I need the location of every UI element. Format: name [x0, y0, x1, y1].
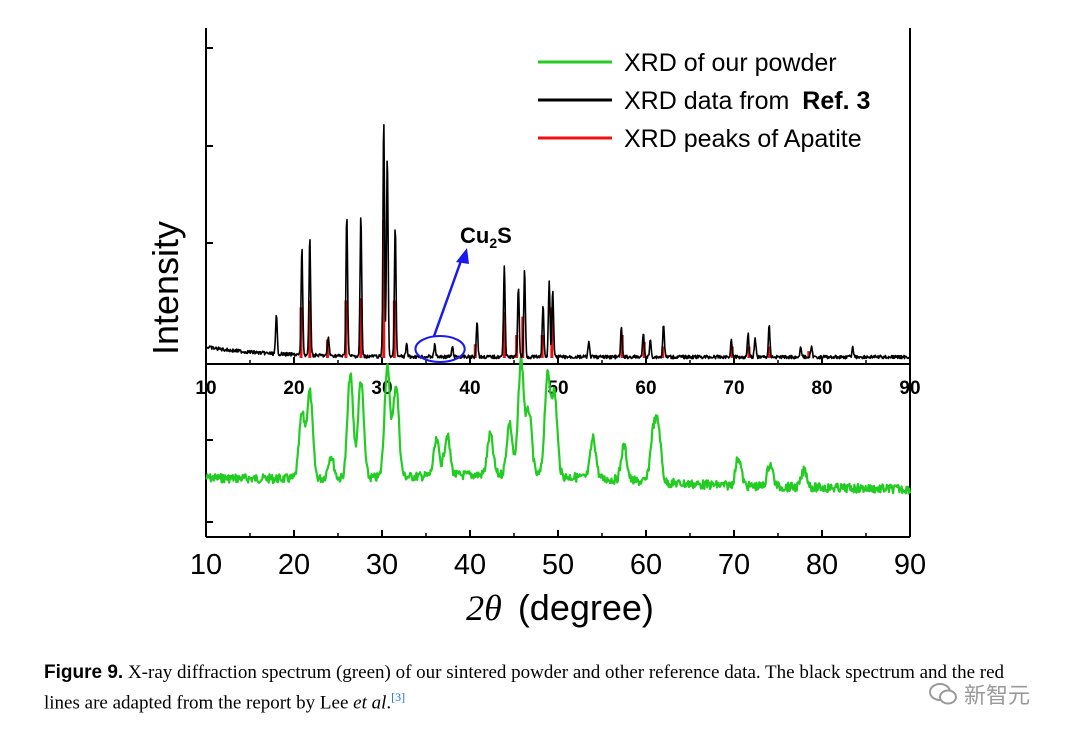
x-axis-label-symbol: 2θ	[466, 588, 502, 628]
mid-x-tick-label-10: 10	[195, 378, 216, 399]
legend-label-0: XRD of our powder	[624, 49, 837, 77]
legend-label-2: XRD peaks of Apatite	[624, 125, 862, 153]
annotation-label-subscript: 2	[489, 235, 497, 251]
cu2s-annotation: Cu2S	[414, 223, 512, 363]
y-axis-label: Intensity	[145, 221, 186, 355]
mid-x-tick-label-20: 20	[283, 378, 304, 399]
caption-ref[interactable]: [3]	[391, 690, 406, 704]
mid-x-tick-label-70: 70	[723, 378, 744, 399]
annotation-ellipse	[414, 335, 466, 363]
x-axis-label-unit: (degree)	[518, 587, 654, 628]
bottom-x-tick-label-50: 50	[542, 549, 574, 581]
plot-lines	[205, 124, 912, 495]
legend-label-1: XRD data from Ref. 3	[624, 87, 870, 115]
bottom-x-tick-label-30: 30	[366, 549, 398, 581]
figure-label: Figure 9.	[44, 662, 124, 683]
annotation-arrow-shaft	[432, 257, 464, 337]
mid-x-tick-label-80: 80	[811, 378, 832, 399]
wechat-icon	[929, 683, 957, 705]
bottom-x-tick-label-20: 20	[278, 549, 310, 581]
bottom-x-tick-label-80: 80	[806, 549, 838, 581]
mid-x-tick-label-30: 30	[371, 378, 392, 399]
annotation-label: Cu2S	[460, 223, 512, 251]
caption-text-2: .	[386, 692, 392, 714]
bottom-x-tick-label-60: 60	[630, 549, 662, 581]
mid-x-tick-label-90: 90	[899, 378, 920, 399]
mid-x-tick-label-60: 60	[635, 378, 656, 399]
series-green-line	[205, 355, 912, 495]
bottom-x-tick-label-90: 90	[894, 549, 926, 581]
bottom-x-tick-label-40: 40	[454, 549, 486, 581]
legend-label-bold: Ref. 3	[802, 87, 870, 115]
watermark-text: 新智元	[964, 684, 1031, 709]
watermark: 新智元	[928, 678, 1030, 710]
caption-text-italic: et al	[353, 692, 387, 714]
annotation-arrow-head	[456, 248, 469, 264]
figure-caption: Figure 9. X-ray diffraction spectrum (gr…	[44, 660, 1044, 715]
annotation-label-main: Cu	[460, 223, 489, 248]
bottom-x-tick-label-70: 70	[718, 549, 750, 581]
caption-text-1: X-ray diffraction spectrum (green) of ou…	[44, 662, 1005, 714]
bottom-x-tick-label-10: 10	[190, 549, 222, 581]
legend-label-prefix: XRD data from	[624, 87, 796, 115]
annotation-label-suffix: S	[497, 223, 512, 248]
series-black-line	[205, 124, 911, 360]
mid-x-tick-label-40: 40	[459, 378, 480, 399]
x-axis-label: 2θ (degree)	[466, 587, 654, 628]
